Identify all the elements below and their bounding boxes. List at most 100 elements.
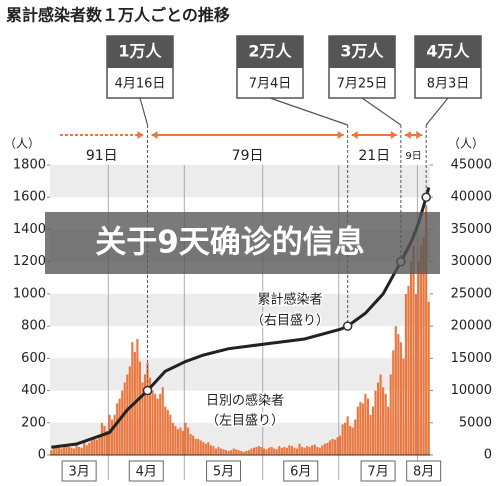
bar: [420, 245, 423, 455]
milestone-date: 7月25日: [337, 77, 388, 92]
bar: [225, 450, 228, 455]
bar: [374, 390, 377, 455]
bar: [316, 446, 319, 455]
bar: [404, 293, 407, 455]
bar: [399, 342, 402, 455]
y2-tick-label: 25000: [451, 286, 492, 301]
connector: [269, 97, 348, 126]
bar: [323, 443, 326, 455]
bar: [349, 426, 352, 455]
bar: [303, 447, 306, 455]
grid-band: [50, 358, 430, 391]
y-tick-label: 0: [38, 448, 46, 463]
month-box: [283, 460, 319, 482]
bar: [75, 443, 78, 455]
month-box: [61, 460, 97, 482]
bar: [255, 446, 258, 455]
bar: [141, 382, 144, 455]
y2-tick-label: 35000: [451, 222, 492, 237]
bar: [118, 398, 121, 455]
bar: [95, 439, 98, 455]
bar: [85, 445, 88, 455]
bar: [219, 448, 223, 455]
bar: [57, 446, 60, 455]
bar: [346, 416, 349, 455]
bar: [55, 446, 58, 455]
bar: [166, 409, 169, 455]
period-label: 9日: [405, 151, 421, 162]
bar: [176, 429, 179, 455]
milestone-head: [329, 36, 395, 68]
bar: [301, 446, 304, 455]
bar: [217, 446, 220, 455]
bar: [67, 446, 71, 455]
bar: [179, 427, 182, 455]
milestone-date: 7月4日: [249, 77, 292, 92]
y2-tick-label: 20000: [451, 319, 492, 334]
bar: [237, 450, 240, 455]
bar: [257, 446, 261, 455]
bar: [171, 422, 174, 455]
grid-band: [50, 165, 430, 198]
milestone-date: 4月16日: [115, 77, 166, 92]
bar: [204, 443, 207, 455]
bar: [184, 422, 187, 455]
bar: [214, 448, 217, 455]
bar: [308, 446, 311, 455]
bar: [295, 448, 299, 455]
bar: [103, 426, 106, 455]
milestone-count: 4万人: [426, 42, 470, 61]
bar: [242, 451, 245, 455]
bar: [169, 414, 172, 455]
arrow-head: [416, 131, 423, 139]
bar: [333, 439, 337, 455]
bar: [371, 406, 375, 455]
y-tick-label: 600: [21, 351, 46, 366]
bar: [73, 448, 76, 455]
overlay-text: 关于9天确诊的信息: [95, 225, 365, 261]
x-tick-label: 3月: [68, 465, 89, 480]
bar: [354, 419, 357, 455]
bar: [108, 414, 111, 455]
bar: [306, 446, 309, 455]
bar: [149, 377, 152, 455]
bar: [268, 447, 271, 455]
bar-label: 日別の感染者: [206, 393, 284, 409]
y2-unit: （人）: [448, 137, 484, 151]
milestone-point: [421, 192, 431, 202]
bar: [83, 442, 86, 455]
grid-band: [50, 293, 430, 327]
bar: [164, 406, 167, 455]
bar: [382, 387, 385, 455]
bar: [146, 363, 149, 455]
bar: [240, 450, 243, 455]
bar: [88, 442, 91, 455]
bar: [270, 446, 273, 455]
month-box: [360, 460, 396, 482]
bar: [52, 448, 55, 455]
bar: [318, 447, 321, 455]
bar: [80, 447, 83, 455]
arrow-head: [351, 131, 358, 139]
bar: [151, 390, 154, 455]
month-box: [406, 460, 442, 482]
bar: [311, 445, 314, 455]
bar: [252, 447, 255, 455]
y-tick-label: 1800: [13, 158, 46, 173]
connector: [361, 97, 402, 126]
milestone-head: [415, 36, 481, 68]
bar: [247, 450, 250, 455]
bar: [361, 403, 364, 455]
bar: [313, 444, 316, 455]
bar: [397, 334, 400, 455]
y-unit: （人）: [4, 137, 40, 151]
bar-note: （左目盛り）: [206, 414, 284, 429]
bar: [293, 447, 296, 455]
milestone-date: 8月3日: [427, 77, 470, 92]
bar: [189, 434, 192, 455]
bar: [181, 430, 185, 455]
y-tick-label: 400: [21, 383, 46, 398]
bar: [336, 437, 339, 455]
bar: [138, 361, 141, 455]
